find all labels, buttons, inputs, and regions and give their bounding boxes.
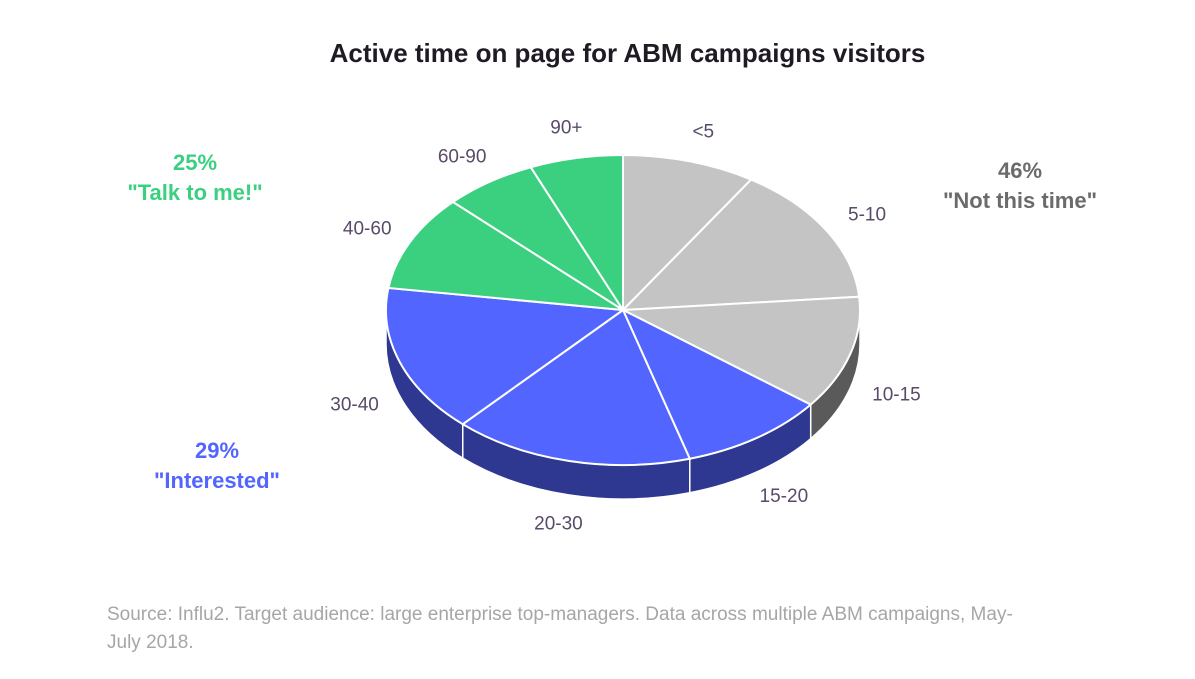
group-label-interested: 29% "Interested": [117, 436, 317, 496]
chart-title: Active time on page for ABM campaigns vi…: [329, 38, 926, 68]
group-name: "Talk to me!": [127, 180, 263, 205]
group-name: "Interested": [153, 468, 280, 493]
pie-slice-5-10: [620, 178, 861, 312]
slice-label: 40-60: [343, 218, 392, 239]
pie-slice-90+: [529, 153, 624, 314]
slice-label: 20-30: [534, 514, 583, 535]
group-label-not-this-time: 46% "Not this time": [920, 156, 1120, 216]
source-note: Source: Influ2. Target audience: large e…: [107, 604, 1013, 653]
pie-slice-30-40: [385, 286, 626, 426]
pie-labels: <5 5-10 10-15 15-20 20-30 30-40 40-60 60-90 90+: [330, 118, 920, 535]
pie-top: [385, 153, 861, 466]
slice-label: 90+: [550, 118, 582, 139]
group-percent: 46%: [997, 158, 1043, 183]
group-percent: 29%: [194, 438, 240, 463]
group-percent: 25%: [172, 150, 218, 175]
pie-slice-15-20: [620, 307, 813, 460]
group-label-talk-to-me: 25% "Talk to me!": [95, 148, 295, 208]
slice-label: 5-10: [848, 204, 886, 225]
pie-slice-20-30: [460, 308, 692, 466]
slice-label: 30-40: [330, 394, 379, 415]
pie-slice-10-15: [619, 295, 861, 406]
slice-label: 60-90: [438, 147, 487, 168]
slice-label: 10-15: [872, 384, 921, 405]
pie-slice-<5: [622, 153, 753, 313]
slice-label: 15-20: [760, 486, 809, 507]
slice-label: <5: [692, 122, 714, 143]
group-name: "Not this time": [942, 188, 1098, 213]
pie-slice-40-60: [387, 200, 624, 311]
